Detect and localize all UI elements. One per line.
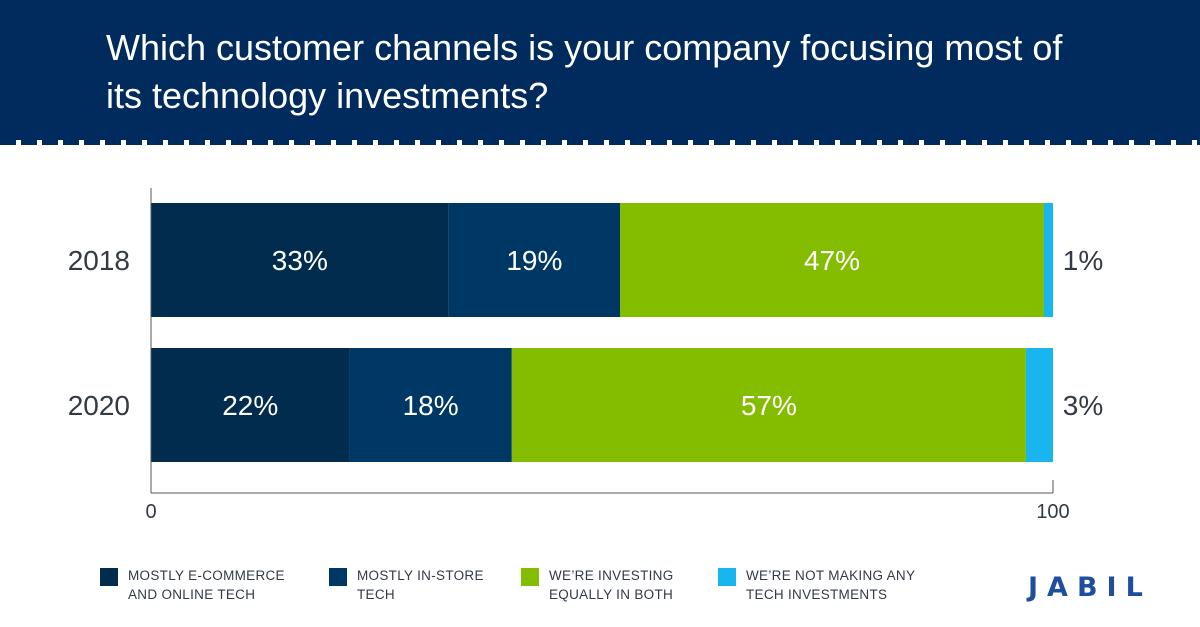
data-label-2018-none: 1% xyxy=(1063,245,1103,276)
data-label-2020-ecommerce: 22% xyxy=(222,390,278,421)
category-label-2020: 2020 xyxy=(68,390,130,421)
legend-swatch-instore xyxy=(329,568,347,586)
legend-item-instore: MOSTLY IN-STORE TECH xyxy=(329,566,484,604)
jabil-logo: JABIL xyxy=(1028,572,1152,603)
legend-item-none: WE’RE NOT MAKING ANY TECH INVESTMENTS xyxy=(718,566,915,604)
bar-2020-instore xyxy=(349,348,512,462)
data-label-2020-both: 57% xyxy=(741,390,797,421)
data-label-2018-ecommerce: 33% xyxy=(272,245,328,276)
legend-swatch-ecommerce xyxy=(100,568,118,586)
x-tick-label-0: 0 xyxy=(145,501,156,523)
bar-2020-ecommerce xyxy=(151,348,350,462)
category-label-2018: 2018 xyxy=(68,245,130,276)
data-label-2018-instore: 19% xyxy=(506,245,562,276)
bar-2018-ecommerce xyxy=(151,203,449,317)
bar-2020-none xyxy=(1025,348,1053,462)
data-label-2018-both: 47% xyxy=(804,245,860,276)
bar-2018-none xyxy=(1043,203,1053,317)
legend-label-none: WE’RE NOT MAKING ANY TECH INVESTMENTS xyxy=(746,568,916,602)
header-dashed-border xyxy=(0,140,1200,145)
bar-2020-both xyxy=(511,348,1026,462)
legend-item-ecommerce: MOSTLY E-COMMERCE AND ONLINE TECH xyxy=(100,566,285,604)
data-label-2020-none: 3% xyxy=(1063,390,1103,421)
legend-label-instore: MOSTLY IN-STORE TECH xyxy=(357,568,484,602)
legend-label-both: WE’RE INVESTING EQUALLY IN BOTH xyxy=(549,568,674,602)
legend-swatch-both xyxy=(521,568,539,586)
logo-text: JABIL xyxy=(1028,572,1152,603)
x-tick-label-100: 100 xyxy=(1036,501,1069,523)
legend-label-ecommerce: MOSTLY E-COMMERCE AND ONLINE TECH xyxy=(128,568,285,602)
bar-2018-both xyxy=(620,203,1044,317)
legend-item-both: WE’RE INVESTING EQUALLY IN BOTH xyxy=(521,566,674,604)
header-banner: Which customer channels is your company … xyxy=(0,0,1200,142)
bar-2018-instore xyxy=(448,203,621,317)
legend-swatch-none xyxy=(718,568,736,586)
chart-title: Which customer channels is your company … xyxy=(106,27,1063,116)
data-label-2020-instore: 18% xyxy=(403,390,459,421)
